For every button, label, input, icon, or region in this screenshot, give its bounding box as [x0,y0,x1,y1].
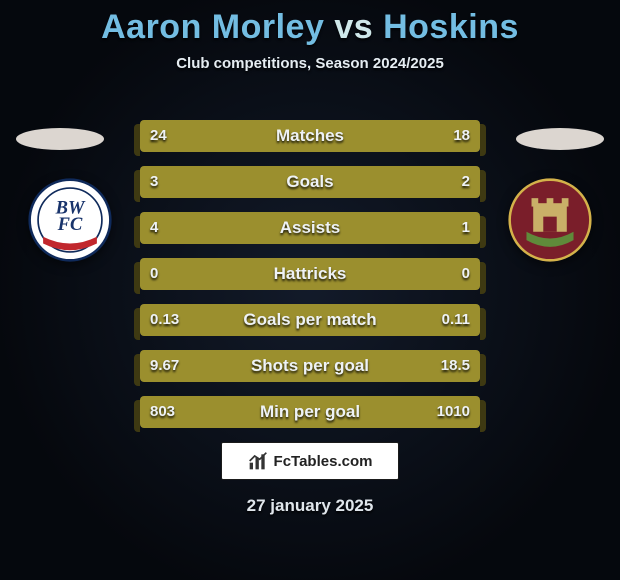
bar-left [140,350,257,382]
bar-shadow-right [480,262,486,294]
bar-shadow-left [134,262,140,294]
stats-comparison-chart: 2418Matches 32Goals 41Assists 00Hattricks 0.… [140,120,480,442]
title-player2: Hoskins [383,8,519,46]
club-left-text2: FC [57,214,83,234]
stat-row: 2418Matches [140,120,480,152]
stat-row: 0.130.11Goals per match [140,304,480,336]
bar-shadow-right [480,170,486,202]
footer-date: 27 january 2025 [0,496,620,516]
bar-right [257,350,480,382]
club-left-badge: BW FC [28,178,112,262]
stat-row: 00Hattricks [140,258,480,290]
bar-shadow-left [134,124,140,156]
bar-right [344,166,480,198]
bar-left [140,166,344,198]
bar-right [291,396,480,428]
bar-shadow-left [134,354,140,386]
bar-shadow-right [480,400,486,432]
bar-shadow-left [134,216,140,248]
bar-shadow-right [480,124,486,156]
bar-right [412,212,480,244]
bar-shadow-left [134,170,140,202]
club-right-badge [508,178,592,262]
page-title: Aaron Morley vs Hoskins [0,0,620,47]
club-right-crest-icon [508,178,592,262]
bar-shadow-left [134,400,140,432]
bar-right [324,304,480,336]
bar-right [334,120,480,152]
club-left-crest-icon: BW FC [28,178,112,262]
bar-shadow-right [480,354,486,386]
brand-badge: FcTables.com [221,442,399,480]
bar-left [140,258,310,290]
chart-icon [248,451,268,471]
bar-left [140,212,412,244]
bar-left [140,304,324,336]
bar-left [140,120,334,152]
bar-shadow-right [480,216,486,248]
title-vs: vs [334,8,373,46]
title-player1: Aaron Morley [101,8,324,46]
stat-row: 8031010Min per goal [140,396,480,428]
subtitle: Club competitions, Season 2024/2025 [0,55,620,72]
stat-row: 9.6718.5Shots per goal [140,350,480,382]
brand-text: FcTables.com [274,453,373,470]
bar-shadow-right [480,308,486,340]
stat-row: 41Assists [140,212,480,244]
club-left-shadow-ellipse [16,128,104,150]
stat-row: 32Goals [140,166,480,198]
bar-shadow-left [134,308,140,340]
bar-left [140,396,291,428]
club-right-shadow-ellipse [516,128,604,150]
bar-right [310,258,480,290]
